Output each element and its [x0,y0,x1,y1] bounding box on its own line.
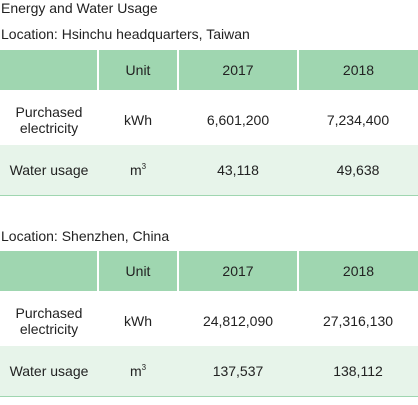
row-value-2018: 27,316,130 [322,312,394,329]
row-item-label: Water usage [0,346,98,396]
header-item-cell [0,50,99,90]
table-row: Purchased electricity kWh 24,812,090 27,… [0,297,418,344]
table-header-row: Unit 2017 2018 [0,50,418,90]
row-value-2018: 138,112 [298,346,418,396]
header-year-2017-cell: 2017 [178,251,299,291]
row-unit: m3 [98,346,178,396]
row-value-2017: 6,601,200 [206,111,270,128]
row-value-2017: 137,537 [178,346,298,396]
unit-superscript: 3 [141,363,147,372]
header-year-2017-cell: 2017 [178,50,299,90]
table-row: Purchased electricity kWh 6,601,200 7,23… [0,96,418,143]
row-value-2017: 24,812,090 [202,312,274,329]
row-value-2017: 43,118 [178,145,298,195]
header-year-2018-cell: 2018 [298,251,418,291]
row-value-2018: 49,638 [298,145,418,195]
location-heading-shenzhen: Location: Shenzhen, China [1,228,170,244]
header-unit-cell: Unit [98,251,179,291]
header-item-cell [0,251,99,291]
table-row: Water usage m3 43,118 49,638 [0,145,418,195]
row-unit: kWh [124,111,152,128]
header-year-2018-cell: 2018 [298,50,418,90]
row-unit: kWh [124,312,152,329]
row-unit: m3 [98,145,178,195]
row-value-2018: 7,234,400 [326,111,390,128]
row-item-label: Water usage [0,145,98,195]
row-item-label: Purchased electricity [15,103,83,136]
unit-superscript: 3 [141,162,147,171]
table-header-row: Unit 2017 2018 [0,251,418,291]
location-heading-hsinchu: Location: Hsinchu headquarters, Taiwan [1,26,250,42]
row-item-label: Purchased electricity [15,304,83,337]
header-unit-cell: Unit [98,50,179,90]
table-row: Water usage m3 137,537 138,112 [0,346,418,396]
page-title: Energy and Water Usage [1,0,158,16]
usage-table-shenzhen: Unit 2017 2018 Purchased electricity kWh… [0,251,418,397]
usage-table-hsinchu: Unit 2017 2018 Purchased electricity kWh… [0,50,418,196]
